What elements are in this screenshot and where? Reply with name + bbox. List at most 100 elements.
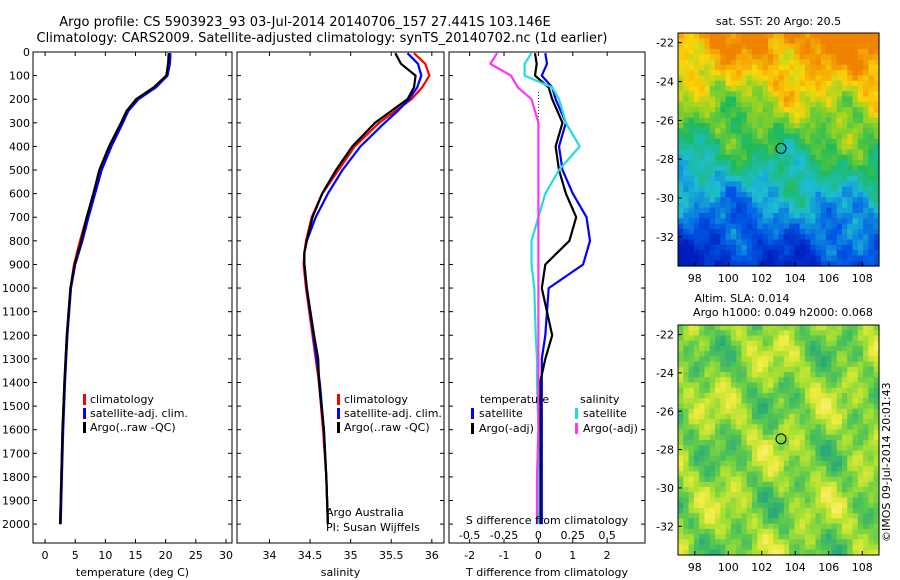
legend-swatch	[83, 422, 86, 433]
map-cell	[736, 181, 743, 188]
map-cell	[847, 181, 854, 188]
map-cell	[715, 345, 721, 352]
map-cell	[863, 398, 870, 405]
map-cell	[720, 455, 727, 462]
map-cell	[752, 170, 758, 177]
map-cell	[783, 419, 790, 425]
map-cell	[863, 48, 870, 55]
map-cell	[847, 534, 854, 540]
map-cell	[730, 434, 737, 441]
map-cell	[852, 149, 859, 156]
map-cell	[767, 513, 774, 520]
map-cell	[730, 335, 737, 342]
legend-label: satellite-adj. clim.	[90, 407, 188, 420]
map-cell	[725, 250, 732, 257]
map-cell	[783, 507, 790, 514]
map-cell	[868, 387, 875, 394]
map-cell	[863, 144, 870, 151]
map-cell	[841, 471, 848, 478]
map-cell	[815, 107, 822, 114]
map-cell	[841, 455, 848, 462]
map-cell	[873, 260, 880, 267]
map-cell	[841, 80, 848, 87]
map-cell	[831, 207, 838, 214]
map-cell	[873, 497, 880, 504]
map-cell	[688, 335, 695, 342]
map-cell	[704, 345, 711, 352]
map-cell	[847, 186, 854, 193]
map-cell	[741, 450, 748, 457]
map-cell	[752, 398, 758, 405]
map-cell	[789, 335, 795, 342]
map-cell	[773, 340, 780, 347]
map-cell	[857, 70, 864, 76]
map-cell	[789, 466, 795, 472]
map-cell	[704, 356, 711, 363]
map-cell	[804, 434, 811, 441]
map-cell	[762, 91, 769, 98]
map-cell	[873, 408, 880, 415]
map-cell	[783, 218, 790, 225]
map-cell	[852, 492, 859, 499]
map-cell	[767, 445, 774, 452]
map-cell	[826, 518, 832, 525]
map-cell	[868, 466, 875, 472]
map-cell	[810, 330, 817, 337]
map-cell	[810, 59, 817, 66]
map-cell	[778, 191, 785, 198]
map-cell	[852, 144, 859, 151]
map-cell	[767, 340, 774, 347]
map-cell	[783, 544, 790, 551]
map-cell	[847, 213, 854, 219]
map-cell	[873, 539, 880, 546]
map-cell	[767, 466, 774, 472]
map-cell	[857, 335, 864, 342]
map-cell	[841, 59, 848, 66]
map-cell	[831, 523, 838, 530]
map-cell	[699, 523, 706, 530]
map-cell	[752, 408, 758, 415]
map-cell	[857, 207, 864, 214]
map-cell	[715, 123, 721, 129]
map-cell	[799, 471, 806, 478]
map-cell	[778, 471, 785, 478]
map-cell	[804, 260, 811, 267]
map-cell	[688, 175, 695, 182]
map-cell	[767, 133, 774, 140]
map-cell	[815, 43, 822, 50]
map-cell	[826, 154, 832, 161]
map-cell	[868, 54, 875, 61]
map-cell	[752, 70, 758, 76]
y-tick-label: -22	[656, 329, 674, 342]
map-cell	[767, 154, 774, 161]
map-cell	[741, 250, 748, 257]
map-cell	[704, 387, 711, 394]
map-cell	[741, 59, 748, 66]
map-cell	[678, 481, 684, 488]
map-cell	[820, 351, 827, 357]
map-cell	[804, 445, 811, 452]
map-cell	[730, 549, 737, 556]
map-cell	[704, 70, 711, 76]
map-cell	[826, 213, 832, 219]
map-cell	[725, 450, 732, 457]
map-cell	[709, 228, 716, 235]
map-cell	[699, 539, 706, 546]
map-cell	[757, 340, 764, 347]
map-cell	[757, 191, 764, 198]
map-cell	[752, 392, 758, 399]
map-cell	[704, 487, 711, 493]
map-cell	[699, 154, 706, 161]
x-tick-label: 34.5	[298, 549, 323, 562]
map-cell	[757, 445, 764, 452]
map-cell	[804, 513, 811, 520]
map-cell	[704, 117, 711, 124]
map-cell	[794, 228, 801, 235]
map-cell	[799, 154, 806, 161]
map-cell	[678, 138, 684, 145]
map-cell	[778, 387, 785, 394]
map-cell	[773, 59, 780, 66]
map-cell	[699, 387, 706, 394]
map-cell	[736, 38, 743, 45]
map-cell	[715, 330, 721, 337]
